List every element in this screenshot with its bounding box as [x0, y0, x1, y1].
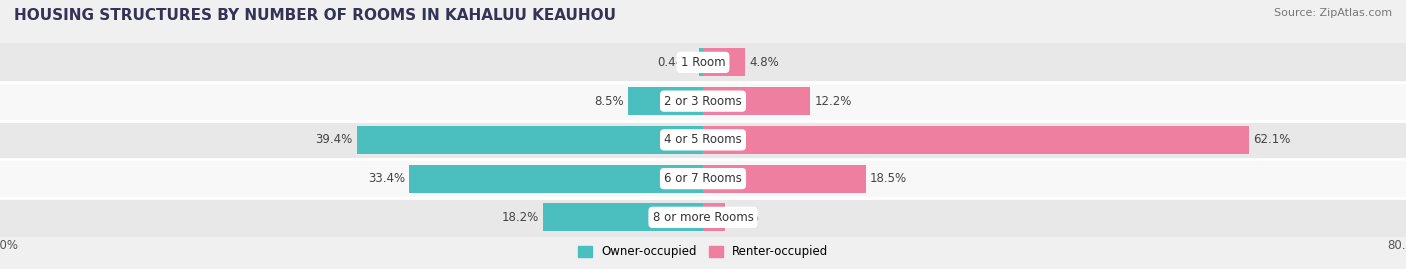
Text: 12.2%: 12.2%	[814, 95, 852, 108]
Text: 8 or more Rooms: 8 or more Rooms	[652, 211, 754, 224]
Text: 18.5%: 18.5%	[870, 172, 907, 185]
Bar	[703, 165, 866, 193]
Bar	[703, 203, 725, 231]
Bar	[357, 126, 703, 154]
Bar	[703, 48, 745, 76]
Text: 33.4%: 33.4%	[368, 172, 405, 185]
Bar	[703, 87, 810, 115]
Text: 18.2%: 18.2%	[502, 211, 538, 224]
Text: 39.4%: 39.4%	[315, 133, 353, 146]
Bar	[409, 165, 703, 193]
Text: 1 Room: 1 Room	[681, 56, 725, 69]
Text: Source: ZipAtlas.com: Source: ZipAtlas.com	[1274, 8, 1392, 18]
Bar	[703, 126, 1249, 154]
Bar	[0, 43, 1406, 82]
Bar	[699, 48, 703, 76]
Bar	[628, 87, 703, 115]
Bar	[0, 198, 1406, 237]
Text: 8.5%: 8.5%	[595, 95, 624, 108]
Text: 4 or 5 Rooms: 4 or 5 Rooms	[664, 133, 742, 146]
Text: 2 or 3 Rooms: 2 or 3 Rooms	[664, 95, 742, 108]
Legend: Owner-occupied, Renter-occupied: Owner-occupied, Renter-occupied	[572, 241, 834, 263]
Text: 6 or 7 Rooms: 6 or 7 Rooms	[664, 172, 742, 185]
Text: 2.5%: 2.5%	[730, 211, 759, 224]
Bar	[0, 82, 1406, 121]
Bar	[0, 121, 1406, 159]
Bar	[543, 203, 703, 231]
Bar	[0, 159, 1406, 198]
Text: 0.44%: 0.44%	[658, 56, 695, 69]
Text: HOUSING STRUCTURES BY NUMBER OF ROOMS IN KAHALUU KEAUHOU: HOUSING STRUCTURES BY NUMBER OF ROOMS IN…	[14, 8, 616, 23]
Text: 4.8%: 4.8%	[749, 56, 779, 69]
Text: 62.1%: 62.1%	[1253, 133, 1291, 146]
